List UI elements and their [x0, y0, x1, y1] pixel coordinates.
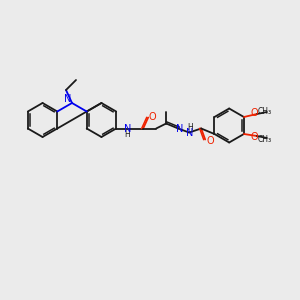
Text: O: O [206, 136, 214, 146]
Text: N: N [124, 124, 132, 134]
Text: N: N [187, 128, 194, 137]
Text: N: N [64, 94, 72, 104]
Text: O: O [250, 108, 258, 118]
Text: H: H [124, 130, 130, 139]
Text: O: O [250, 132, 258, 142]
Text: CH₃: CH₃ [258, 106, 272, 116]
Text: N: N [176, 124, 184, 134]
Text: O: O [148, 112, 156, 122]
Text: H: H [187, 123, 193, 132]
Text: CH₃: CH₃ [258, 134, 272, 143]
